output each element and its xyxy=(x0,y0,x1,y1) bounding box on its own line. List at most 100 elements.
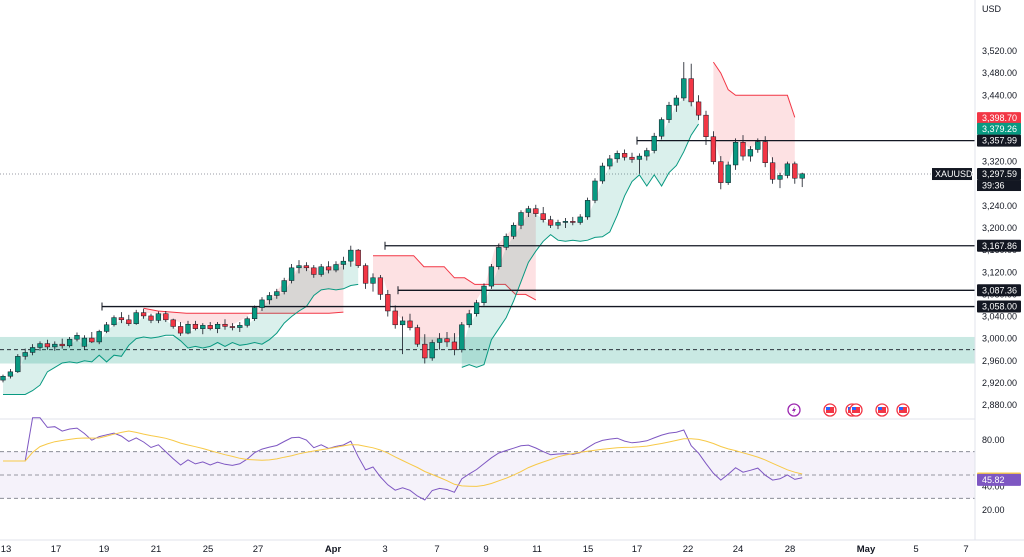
candle xyxy=(644,147,650,161)
candle-body xyxy=(333,264,339,271)
candle-body xyxy=(651,135,657,151)
candle xyxy=(288,263,295,284)
candle xyxy=(481,283,487,306)
x-tick-label: 28 xyxy=(785,544,796,555)
candle xyxy=(599,162,606,184)
candle xyxy=(37,341,43,351)
candle xyxy=(607,154,613,170)
symbol-tag: XAUUSD xyxy=(935,169,973,179)
us-flag-icon-canton xyxy=(878,407,882,410)
candle-body xyxy=(96,331,102,343)
candle xyxy=(740,135,746,161)
candle xyxy=(592,178,598,204)
candle-body xyxy=(296,265,302,269)
x-tick-label: 17 xyxy=(632,544,643,555)
candle-body xyxy=(66,338,73,347)
candle xyxy=(362,263,369,289)
candle xyxy=(44,339,51,350)
rsi-value-tag-bg xyxy=(977,473,1021,486)
candle xyxy=(399,316,406,355)
candle-body xyxy=(163,313,169,321)
candle-body xyxy=(518,212,524,226)
y-tick-label: 2,920.00 xyxy=(982,378,1017,388)
candle xyxy=(7,369,14,379)
support-band-fill xyxy=(461,98,699,368)
candle-body xyxy=(451,341,458,350)
candle-body xyxy=(200,325,206,329)
candle xyxy=(266,292,273,305)
candle-body xyxy=(89,337,95,343)
y-tick-label: 3,120.00 xyxy=(982,267,1017,277)
y-tick-label: 3,440.00 xyxy=(982,90,1017,100)
candle xyxy=(200,323,206,335)
candle-body xyxy=(799,173,805,179)
candle-body xyxy=(681,78,687,99)
candle-body xyxy=(392,310,398,326)
candle-body xyxy=(407,320,413,328)
candle-body xyxy=(732,142,739,166)
candle xyxy=(311,265,317,278)
candle xyxy=(29,344,36,356)
candle-body xyxy=(740,142,746,157)
candle-body xyxy=(725,164,731,183)
candle xyxy=(629,152,635,163)
candle-body xyxy=(311,267,317,275)
us-flag-icon-canton xyxy=(826,407,830,410)
x-tick-label: 24 xyxy=(733,544,744,555)
resistance-band-fill xyxy=(373,208,536,345)
candle xyxy=(636,153,643,174)
candle xyxy=(66,336,73,348)
event-icons xyxy=(787,403,910,417)
candle xyxy=(222,319,228,330)
x-tick-label: Apr xyxy=(325,544,342,555)
candle-body xyxy=(155,313,162,321)
resistance-band-fill xyxy=(713,62,795,176)
price-tag-bg xyxy=(977,284,1021,297)
candle xyxy=(96,329,102,345)
y-tick-label: 3,000.00 xyxy=(982,334,1017,344)
candle-body xyxy=(81,337,88,347)
resistance-band-line xyxy=(143,307,344,314)
candle xyxy=(0,374,6,383)
candle xyxy=(503,233,509,251)
candle xyxy=(392,305,398,329)
candle-body xyxy=(318,266,324,275)
candle xyxy=(769,157,776,184)
candle-body xyxy=(718,161,724,183)
candle xyxy=(688,63,694,107)
candle-body xyxy=(762,141,768,163)
candle-body xyxy=(422,343,428,359)
candle-body xyxy=(22,352,28,357)
candle xyxy=(444,331,450,347)
candle-body xyxy=(52,343,58,348)
candle-body xyxy=(755,141,761,150)
candle-body xyxy=(540,213,546,220)
us-flag-icon xyxy=(875,403,889,417)
candle-body xyxy=(237,325,243,328)
candle xyxy=(525,205,532,217)
candle-body xyxy=(214,323,221,329)
support-zone xyxy=(0,336,975,364)
candle xyxy=(762,136,768,168)
candle xyxy=(673,95,680,112)
candle xyxy=(259,297,265,311)
candle-body xyxy=(103,324,110,332)
candle-body xyxy=(629,156,635,160)
candle xyxy=(318,263,324,277)
candle xyxy=(547,215,554,228)
x-tick-label: 21 xyxy=(151,544,162,555)
candle-body xyxy=(244,318,250,326)
candle-body xyxy=(658,119,665,137)
last-price-tag: 3,297.59 xyxy=(982,169,1017,179)
y-tick-label: 2,960.00 xyxy=(982,356,1017,366)
candle xyxy=(385,289,391,317)
candle xyxy=(333,261,339,273)
candle-body xyxy=(777,175,783,180)
candle-body xyxy=(466,313,472,326)
candle xyxy=(207,322,213,331)
candle xyxy=(695,95,702,121)
candle xyxy=(140,308,147,319)
price-tag-bg xyxy=(977,122,1021,135)
y-tick-label: 3,240.00 xyxy=(982,201,1017,211)
